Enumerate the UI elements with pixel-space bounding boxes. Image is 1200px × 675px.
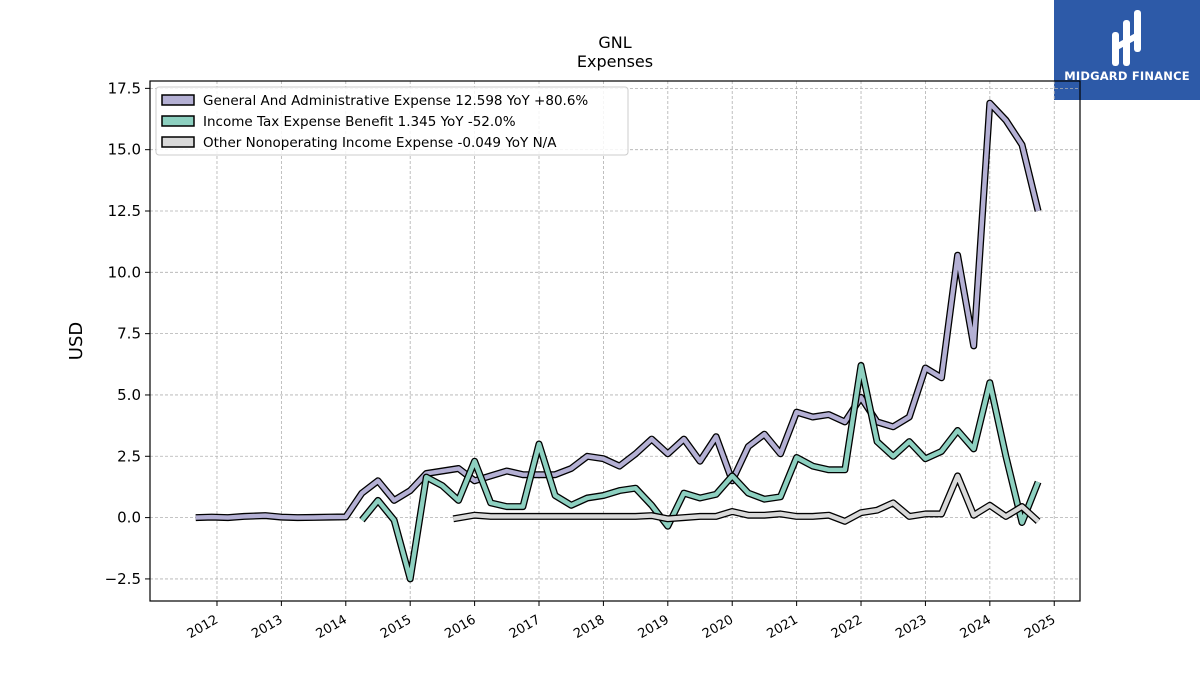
x-tick-label: 2017 bbox=[507, 612, 543, 642]
grid-lines bbox=[150, 81, 1080, 601]
legend-label: Other Nonoperating Income Expense -0.049… bbox=[203, 135, 557, 151]
legend-item: General And Administrative Expense 12.59… bbox=[161, 93, 588, 109]
y-tick-label: 5.0 bbox=[117, 386, 141, 404]
y-tick-label: −2.5 bbox=[105, 570, 141, 588]
series-3 bbox=[452, 472, 1041, 525]
series-outline bbox=[195, 99, 1042, 522]
x-tick-label: 2023 bbox=[893, 612, 929, 642]
legend-label: Income Tax Expense Benefit 1.345 YoY -52… bbox=[203, 114, 516, 130]
y-tick-label: 12.5 bbox=[108, 202, 141, 220]
legend-item: Income Tax Expense Benefit 1.345 YoY -52… bbox=[161, 114, 516, 130]
chart-title: GNL bbox=[598, 33, 631, 52]
y-tick-label: 2.5 bbox=[117, 447, 141, 465]
y-tick-label: 7.5 bbox=[117, 325, 141, 343]
x-tick-label: 2020 bbox=[700, 612, 736, 642]
legend-swatch bbox=[161, 94, 195, 106]
legend-item: Other Nonoperating Income Expense -0.049… bbox=[161, 135, 557, 151]
y-axis-label: USD bbox=[66, 322, 87, 360]
x-tick-label: 2019 bbox=[636, 612, 672, 642]
brand-logo-box: MIDGARD FINANCE bbox=[1054, 0, 1200, 100]
legend-box bbox=[155, 86, 629, 156]
legend-label: General And Administrative Expense 12.59… bbox=[203, 93, 588, 109]
y-tick-label: 0.0 bbox=[117, 509, 141, 527]
x-tick-label: 2013 bbox=[249, 612, 285, 642]
series-line bbox=[452, 473, 1040, 524]
legend: General And Administrative Expense 12.59… bbox=[155, 86, 629, 156]
x-axis-ticks: 2012 2013 2014 2015 2016 2017 2018 2019 2020 2021… bbox=[185, 601, 1058, 642]
legend-swatch bbox=[161, 136, 195, 148]
series-2 bbox=[359, 362, 1042, 583]
x-tick-label: 2015 bbox=[378, 612, 414, 642]
x-tick-label: 2016 bbox=[442, 612, 478, 642]
legend-swatch bbox=[161, 115, 195, 127]
x-tick-label: 2025 bbox=[1022, 612, 1058, 642]
midgard-logo-icon bbox=[1112, 10, 1141, 66]
x-tick-label: 2014 bbox=[314, 612, 350, 642]
y-axis-ticks: −2.5 0.0 2.5 5.0 7.5 10.0 12.5 15.0 17.5 bbox=[105, 79, 150, 588]
series-line bbox=[195, 100, 1041, 520]
plot-area-frame bbox=[149, 80, 1081, 602]
brand-name: MIDGARD FINANCE bbox=[1064, 69, 1190, 83]
x-tick-label: 2018 bbox=[571, 612, 607, 642]
series-line bbox=[360, 363, 1041, 582]
y-tick-label: 17.5 bbox=[108, 79, 141, 97]
x-tick-label: 2022 bbox=[829, 612, 865, 642]
series-1 bbox=[195, 99, 1042, 522]
x-tick-label: 2021 bbox=[764, 612, 800, 642]
series-lines bbox=[195, 99, 1042, 583]
y-tick-label: 10.0 bbox=[108, 263, 141, 281]
y-tick-label: 15.0 bbox=[108, 141, 141, 159]
x-tick-label: 2012 bbox=[185, 612, 221, 642]
x-tick-label: 2024 bbox=[958, 612, 994, 642]
chart-subtitle: Expenses bbox=[577, 52, 653, 71]
